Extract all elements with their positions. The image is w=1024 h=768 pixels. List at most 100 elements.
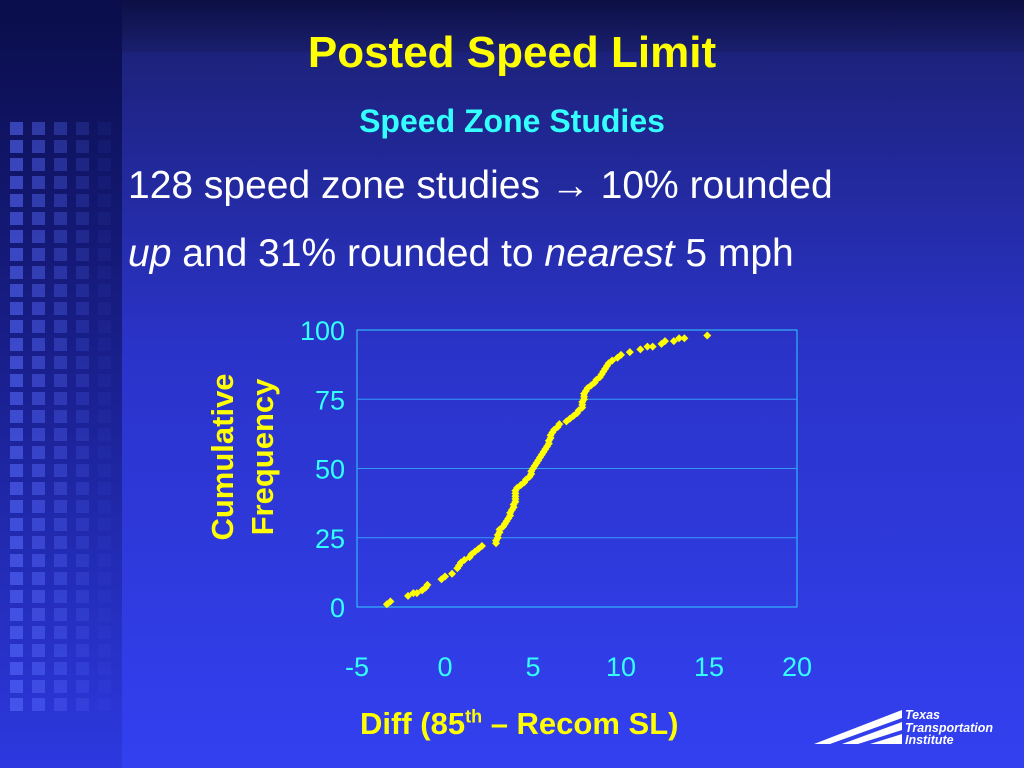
decorative-square (54, 230, 67, 243)
decorative-square (10, 572, 23, 585)
decorative-square (32, 500, 45, 513)
decorative-square (10, 590, 23, 603)
decorative-square (10, 194, 23, 207)
decorative-square (54, 446, 67, 459)
x-tick-label: 15 (694, 652, 724, 682)
decorative-square (54, 194, 67, 207)
x-tick-label: 20 (782, 652, 812, 682)
decorative-square (98, 698, 111, 711)
decorative-square (54, 698, 67, 711)
decorative-square (76, 212, 89, 225)
decorative-square (98, 356, 111, 369)
decorative-square (76, 644, 89, 657)
x-axis-label-suffix: – Recom SL) (482, 706, 679, 741)
body-line-2: up and 31% rounded to nearest 5 mph (128, 232, 794, 276)
data-point (423, 580, 432, 589)
decorative-square (98, 374, 111, 387)
decorative-square (32, 662, 45, 675)
gridlines (357, 398, 797, 539)
data-point (625, 348, 634, 357)
decorative-square (76, 698, 89, 711)
x-tick-label: 0 (437, 652, 452, 682)
decorative-square (54, 536, 67, 549)
decorative-square (98, 590, 111, 603)
decorative-square (32, 266, 45, 279)
decorative-square (54, 356, 67, 369)
decorative-square (54, 176, 67, 189)
data-point (386, 597, 395, 606)
decorative-square (54, 392, 67, 405)
decorative-square (98, 302, 111, 315)
decorative-square (32, 158, 45, 171)
decorative-square (76, 320, 89, 333)
decorative-square (32, 212, 45, 225)
decorative-square (32, 230, 45, 243)
decorative-square (98, 644, 111, 657)
decorative-square (54, 122, 67, 135)
decorative-square (54, 302, 67, 315)
decorative-square (10, 122, 23, 135)
decorative-square (54, 662, 67, 675)
decorative-square (54, 482, 67, 495)
y-tick-label: 75 (315, 385, 345, 415)
decorative-square (98, 392, 111, 405)
decorative-square (32, 608, 45, 621)
decorative-square (32, 320, 45, 333)
data-points (382, 331, 712, 609)
decorative-square (98, 482, 111, 495)
decorative-square (76, 626, 89, 639)
decorative-square (10, 554, 23, 567)
decorative-square (76, 572, 89, 585)
data-point (412, 589, 421, 598)
decorative-square (98, 320, 111, 333)
decorative-square (76, 608, 89, 621)
data-point (441, 572, 449, 581)
decorative-square (76, 680, 89, 693)
decorative-square (10, 356, 23, 369)
decorative-square (98, 500, 111, 513)
decorative-square (10, 608, 23, 621)
decorative-square (32, 518, 45, 531)
x-tick-label: -5 (345, 652, 369, 682)
decorative-square (32, 680, 45, 693)
decorative-square (76, 248, 89, 261)
y-tick-label: 100 (300, 316, 345, 346)
slide-subtitle: Speed Zone Studies (359, 103, 665, 139)
line2-text-a: and 31% rounded to (182, 232, 534, 275)
decorative-square (10, 446, 23, 459)
decorative-square (10, 518, 23, 531)
decorative-square (32, 302, 45, 315)
decorative-square (32, 176, 45, 189)
decorative-square (32, 338, 45, 351)
decorative-square (10, 338, 23, 351)
decorative-square (54, 212, 67, 225)
decorative-square (98, 194, 111, 207)
line1-text-a: 128 speed zone studies (128, 164, 540, 207)
decorative-square (32, 374, 45, 387)
decorative-square (54, 464, 67, 477)
decorative-square (76, 536, 89, 549)
decorative-square (54, 518, 67, 531)
decorative-square (76, 662, 89, 675)
decorative-square (32, 644, 45, 657)
y-tick-labels: 0 25 50 75 100 (300, 316, 345, 623)
decorative-square (54, 338, 67, 351)
y-axis-label-line-1: Cumulative (205, 373, 240, 540)
decorative-square (98, 554, 111, 567)
top-band (122, 0, 1024, 52)
decorative-square (76, 554, 89, 567)
decorative-square (54, 158, 67, 171)
decorative-square (32, 248, 45, 261)
decorative-square (76, 140, 89, 153)
decorative-square (76, 194, 89, 207)
data-point (669, 337, 678, 346)
decorative-square (10, 140, 23, 153)
decorative-square (10, 500, 23, 513)
y-tick-label: 0 (330, 593, 345, 623)
x-tick-label: 5 (525, 652, 540, 682)
decorative-square (32, 428, 45, 441)
decorative-square (98, 662, 111, 675)
x-axis-label-prefix: Diff (85 (360, 706, 466, 741)
data-point (477, 542, 486, 551)
